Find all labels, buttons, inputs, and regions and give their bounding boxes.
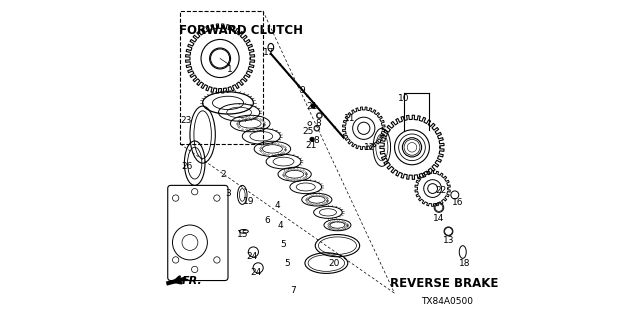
Text: 16: 16	[452, 198, 464, 207]
Text: 6: 6	[265, 216, 271, 225]
Text: REVERSE BRAKE: REVERSE BRAKE	[390, 277, 498, 290]
Text: 24: 24	[246, 252, 257, 261]
Text: 8: 8	[316, 119, 321, 128]
Text: 21: 21	[305, 141, 317, 150]
Text: 5: 5	[284, 259, 289, 268]
Text: 4: 4	[275, 202, 280, 211]
Text: 23: 23	[180, 116, 191, 125]
Text: 14: 14	[433, 214, 445, 223]
Text: 4: 4	[278, 220, 283, 229]
Ellipse shape	[310, 137, 314, 142]
Text: 3: 3	[225, 189, 231, 198]
Text: 13: 13	[443, 236, 454, 245]
Text: 22: 22	[435, 186, 446, 195]
Text: TX84A0500: TX84A0500	[421, 297, 473, 306]
Text: 26: 26	[182, 162, 193, 171]
Text: 10: 10	[398, 94, 410, 103]
Text: 5: 5	[281, 240, 286, 249]
Ellipse shape	[311, 104, 316, 108]
Text: 17: 17	[263, 48, 275, 57]
Text: 25: 25	[303, 127, 314, 136]
Text: 24: 24	[250, 268, 262, 277]
Text: 9: 9	[300, 86, 305, 95]
Text: 19: 19	[243, 197, 254, 206]
Text: 18: 18	[459, 259, 470, 268]
Text: FR.: FR.	[182, 276, 203, 285]
Text: FORWARD CLUTCH: FORWARD CLUTCH	[179, 24, 303, 36]
Text: 20: 20	[328, 259, 340, 268]
Text: 8: 8	[313, 136, 319, 146]
Text: 15: 15	[237, 230, 248, 239]
Text: 1: 1	[227, 65, 232, 74]
Text: 2: 2	[220, 170, 226, 179]
Text: 11: 11	[344, 114, 356, 123]
Text: 12: 12	[364, 143, 375, 152]
Text: 21: 21	[307, 101, 317, 111]
Bar	[180, 11, 263, 144]
Text: 7: 7	[290, 285, 296, 295]
